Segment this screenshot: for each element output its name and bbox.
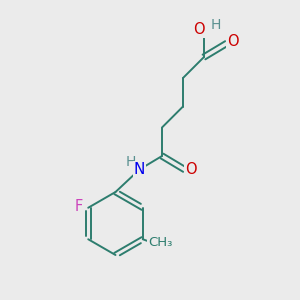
Text: O: O (193, 22, 204, 37)
Text: F: F (74, 199, 83, 214)
Text: CH₃: CH₃ (148, 236, 172, 249)
Text: H: H (125, 155, 136, 169)
Text: O: O (227, 34, 239, 50)
Text: N: N (134, 162, 145, 177)
Text: H: H (210, 18, 220, 32)
Text: O: O (185, 162, 197, 177)
